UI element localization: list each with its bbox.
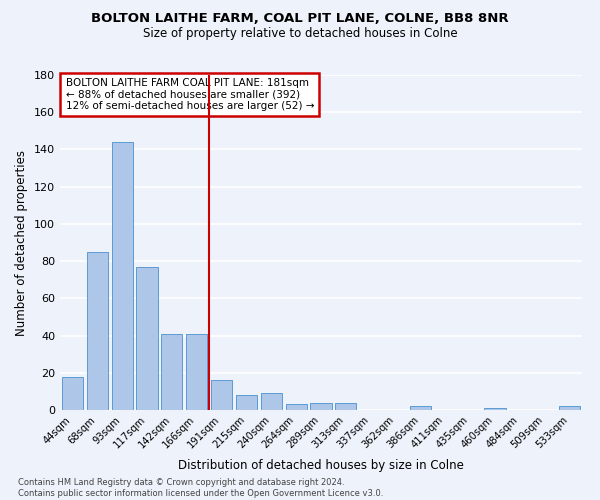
X-axis label: Distribution of detached houses by size in Colne: Distribution of detached houses by size … xyxy=(178,459,464,472)
Bar xyxy=(335,402,356,410)
Bar xyxy=(136,266,158,410)
Bar xyxy=(310,402,332,410)
Bar xyxy=(186,334,207,410)
Text: Size of property relative to detached houses in Colne: Size of property relative to detached ho… xyxy=(143,28,457,40)
Bar xyxy=(286,404,307,410)
Bar xyxy=(112,142,133,410)
Bar xyxy=(236,395,257,410)
Bar xyxy=(161,334,182,410)
Bar xyxy=(62,376,83,410)
Bar xyxy=(211,380,232,410)
Text: BOLTON LAITHE FARM COAL PIT LANE: 181sqm
← 88% of detached houses are smaller (3: BOLTON LAITHE FARM COAL PIT LANE: 181sqm… xyxy=(65,78,314,111)
Bar xyxy=(410,406,431,410)
Bar xyxy=(261,393,282,410)
Text: Contains HM Land Registry data © Crown copyright and database right 2024.
Contai: Contains HM Land Registry data © Crown c… xyxy=(18,478,383,498)
Bar xyxy=(87,252,108,410)
Text: BOLTON LAITHE FARM, COAL PIT LANE, COLNE, BB8 8NR: BOLTON LAITHE FARM, COAL PIT LANE, COLNE… xyxy=(91,12,509,26)
Y-axis label: Number of detached properties: Number of detached properties xyxy=(16,150,28,336)
Bar xyxy=(559,406,580,410)
Bar xyxy=(484,408,506,410)
